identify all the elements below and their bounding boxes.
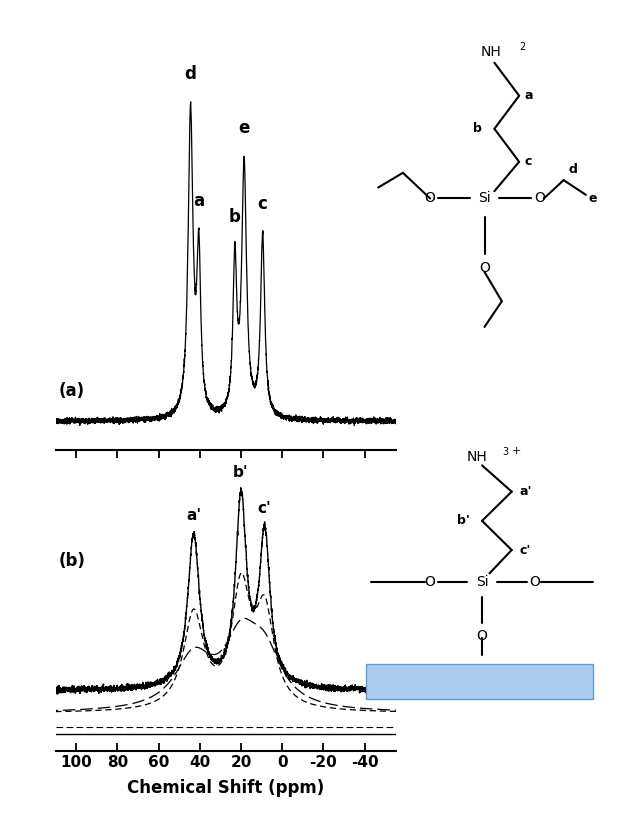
Text: c: c bbox=[258, 195, 268, 214]
Text: b': b' bbox=[457, 515, 470, 527]
Text: NH: NH bbox=[481, 45, 502, 58]
FancyBboxPatch shape bbox=[366, 664, 593, 699]
Text: c: c bbox=[524, 155, 531, 168]
Text: NH: NH bbox=[466, 450, 487, 464]
Text: O: O bbox=[424, 575, 435, 589]
Text: a: a bbox=[193, 192, 205, 210]
Text: c': c' bbox=[519, 544, 530, 556]
Text: O: O bbox=[476, 629, 488, 643]
Text: 3: 3 bbox=[502, 447, 508, 457]
Text: b: b bbox=[229, 208, 241, 226]
Text: +: + bbox=[512, 446, 521, 455]
Text: c': c' bbox=[258, 501, 271, 516]
Text: (a): (a) bbox=[59, 382, 85, 400]
Text: 2: 2 bbox=[519, 42, 525, 52]
Text: a': a' bbox=[186, 508, 201, 523]
Text: a: a bbox=[524, 89, 533, 103]
Text: O: O bbox=[534, 192, 545, 205]
Text: a': a' bbox=[519, 485, 531, 498]
Text: O: O bbox=[479, 261, 490, 275]
Text: e: e bbox=[239, 119, 250, 138]
Text: d: d bbox=[185, 65, 197, 83]
X-axis label: Chemical Shift (ppm): Chemical Shift (ppm) bbox=[127, 779, 324, 796]
Text: d: d bbox=[569, 163, 577, 176]
Text: b: b bbox=[473, 123, 482, 135]
Text: (b): (b) bbox=[59, 552, 86, 570]
Text: O: O bbox=[424, 192, 435, 205]
Text: Si: Si bbox=[476, 575, 488, 589]
Text: O: O bbox=[529, 575, 540, 589]
Text: e: e bbox=[588, 192, 597, 205]
Text: Si: Si bbox=[478, 192, 491, 205]
Text: b': b' bbox=[233, 465, 249, 480]
